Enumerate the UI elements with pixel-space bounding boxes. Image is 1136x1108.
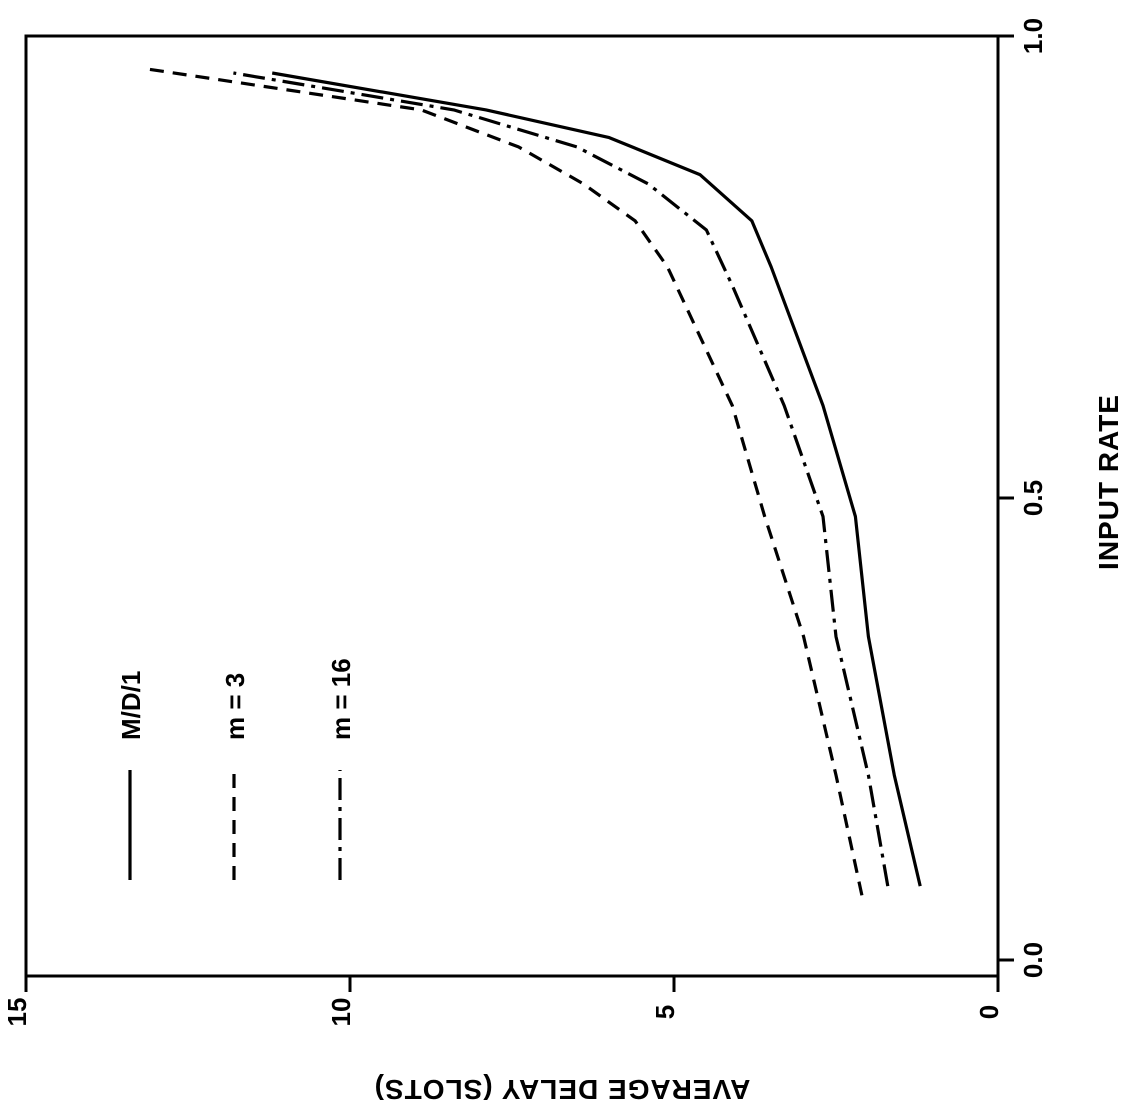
y-tick-label: 0: [974, 1005, 1004, 1019]
axis-ticks: 0.0 0.5 1.0 0 5 10 15: [2, 18, 1048, 1027]
plot-frame: [24, 34, 1000, 978]
series-line: [233, 71, 890, 887]
legend-label: m = 3: [220, 673, 250, 740]
x-axis-title: INPUT RATE: [1093, 394, 1124, 570]
x-tick-label: 1.0: [1018, 18, 1048, 54]
x-tick-label: 0.0: [1018, 942, 1048, 978]
y-axis-title: AVERAGE DELAY (SLOTS): [374, 1074, 751, 1105]
series-line: [271, 71, 922, 887]
legend: M/D/1 m = 3 m = 16: [116, 658, 356, 880]
y-tick-label: 15: [2, 998, 32, 1027]
y-tick-label: 5: [650, 1005, 680, 1019]
legend-label: m = 16: [326, 658, 356, 740]
legend-label: M/D/1: [116, 671, 146, 740]
series-group: [142, 66, 922, 896]
x-tick-label: 0.5: [1018, 480, 1048, 516]
series-line: [142, 66, 864, 896]
y-tick-label: 10: [326, 998, 356, 1027]
